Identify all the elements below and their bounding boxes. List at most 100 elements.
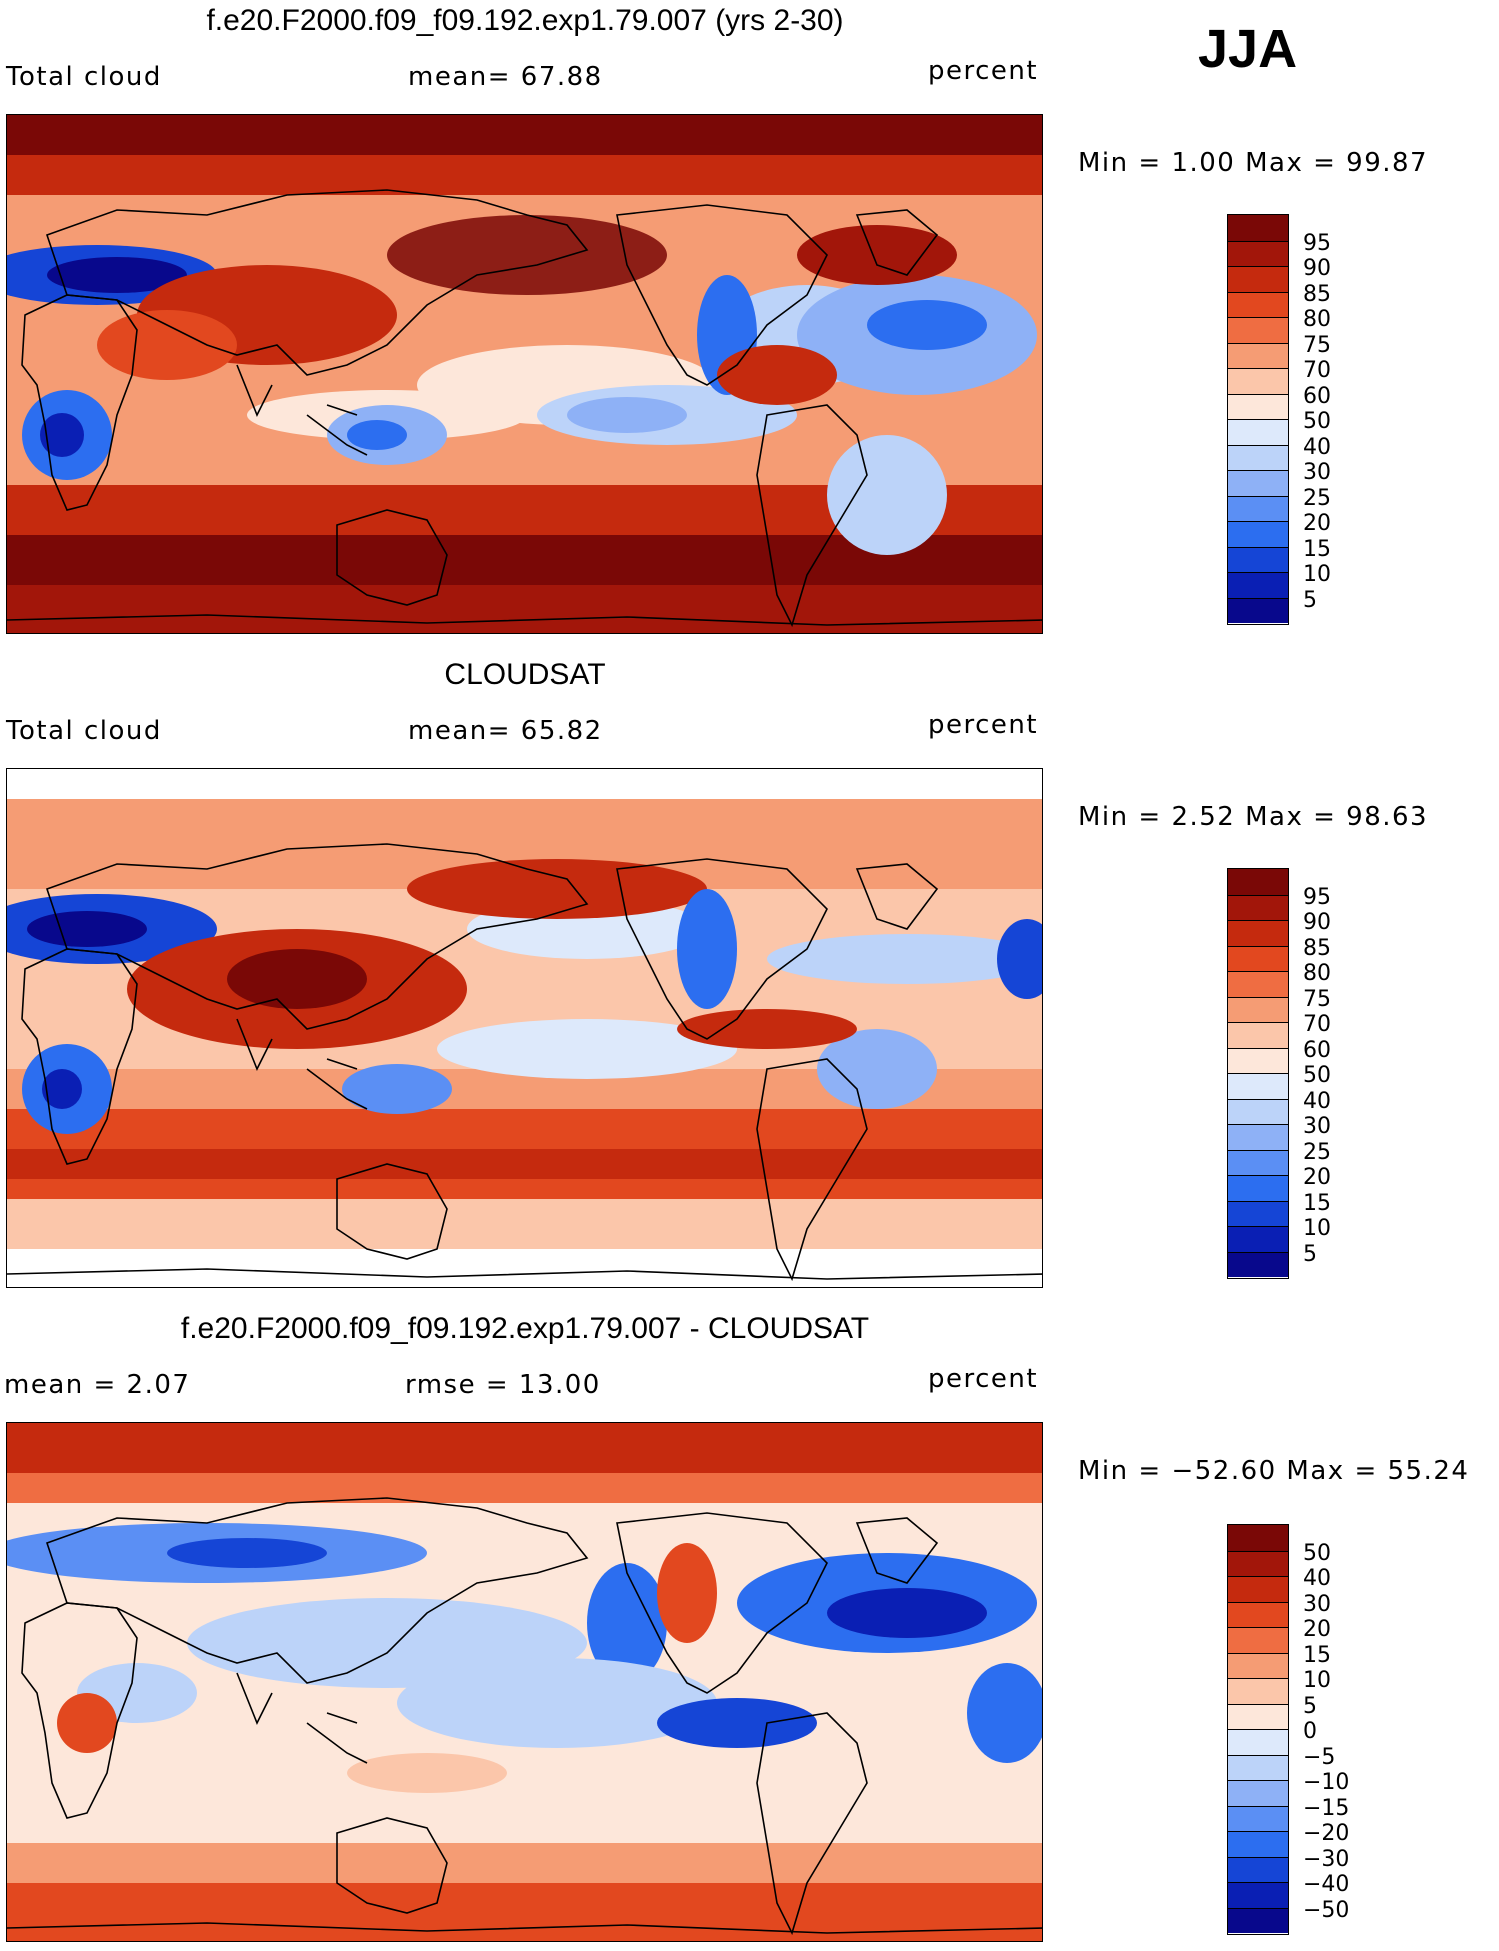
coastline <box>756 404 868 628</box>
coastline <box>236 1672 368 1764</box>
colorbar-tick-label: 10 <box>1303 1216 1331 1241</box>
field-patch <box>677 889 737 1009</box>
colorbar-tick-label: 25 <box>1303 1139 1331 1165</box>
panel-2-map <box>6 768 1043 1288</box>
field-patch <box>387 215 667 295</box>
colorbar-box <box>1228 368 1288 394</box>
field-band <box>7 115 1042 155</box>
coastline <box>756 1712 868 1936</box>
colorbar-box <box>1228 1073 1288 1099</box>
colorbar-tick-label: 85 <box>1303 281 1331 307</box>
coastline <box>855 209 939 276</box>
colorbar-box <box>1228 546 1288 572</box>
colorbar-tick-label: 0 <box>1303 1719 1317 1744</box>
field-band <box>7 585 1042 633</box>
colorbar-tick-label: 40 <box>1303 1088 1331 1114</box>
colorbar-box <box>1228 1124 1288 1150</box>
colorbar-tick-label: 90 <box>1303 910 1331 935</box>
field-patch <box>97 310 237 380</box>
colorbar-tick-label: 15 <box>1303 1642 1331 1668</box>
colorbar-tick-label: 20 <box>1303 1617 1331 1642</box>
field-patch <box>867 300 987 350</box>
field-patch <box>827 435 947 555</box>
coastline <box>336 1817 448 1914</box>
colorbar-tick-label: 75 <box>1303 332 1331 358</box>
colorbar-box <box>1228 317 1288 343</box>
colorbar-tick-label: 50 <box>1303 1063 1331 1088</box>
colorbar-tick-label: −10 <box>1303 1770 1350 1795</box>
colorbar-box <box>1228 1729 1288 1755</box>
colorbar-box <box>1228 470 1288 496</box>
field-patch <box>27 911 147 947</box>
coastline <box>616 858 828 1040</box>
field-patch <box>347 1753 507 1793</box>
panel-2-map-svg <box>7 769 1042 1287</box>
field-band <box>7 155 1042 195</box>
panel-2-mean-label: mean= 65.82 <box>408 716 603 746</box>
panel-2-minmax: Min = 2.52 Max = 98.63 <box>1078 802 1429 832</box>
colorbar-box <box>1228 920 1288 946</box>
colorbar-box <box>1228 1251 1288 1277</box>
field-patch <box>717 345 837 405</box>
colorbar-tick-label: 50 <box>1303 409 1331 434</box>
colorbar-box <box>1228 1601 1288 1627</box>
colorbar-box <box>1228 597 1288 623</box>
panel-2-field-label: Total cloud <box>6 716 162 746</box>
coastline <box>336 1163 448 1260</box>
colorbar-tick-label: 30 <box>1303 460 1331 485</box>
field-patch <box>827 1588 987 1638</box>
colorbar-box <box>1228 1550 1288 1576</box>
coastline <box>855 863 939 930</box>
coastline <box>336 509 448 606</box>
coastline <box>236 364 368 456</box>
panel-3-colorbar <box>1227 1524 1289 1935</box>
panel-3-rmse-label: rmse = 13.00 <box>405 1370 601 1400</box>
field-patch <box>657 1543 717 1643</box>
panel-3-map <box>6 1422 1043 1942</box>
field-patch <box>967 1663 1042 1763</box>
panel-3-minmax: Min = −52.60 Max = 55.24 <box>1078 1456 1470 1486</box>
coastline <box>45 1497 589 1684</box>
field-patch <box>47 257 187 293</box>
field-band <box>7 1249 1042 1287</box>
colorbar-box <box>1228 1678 1288 1704</box>
colorbar-tick-label: 20 <box>1303 1165 1331 1190</box>
field-patch <box>997 919 1042 999</box>
colorbar-tick-label: 80 <box>1303 961 1331 986</box>
colorbar-box <box>1228 266 1288 292</box>
colorbar-tick-label: 60 <box>1303 383 1331 409</box>
colorbar-box <box>1228 1652 1288 1678</box>
panel-1-minmax: Min = 1.00 Max = 99.87 <box>1078 148 1429 178</box>
colorbar-box <box>1228 869 1288 895</box>
field-patch <box>657 1698 817 1748</box>
colorbar-tick-label: 95 <box>1303 884 1331 910</box>
field-band <box>7 1199 1042 1249</box>
panel-3-mean-label: mean = 2.07 <box>4 1370 191 1400</box>
colorbar-tick-label: 5 <box>1303 1241 1317 1267</box>
colorbar-tick-label: 15 <box>1303 536 1331 562</box>
colorbar-box <box>1228 342 1288 368</box>
colorbar-tick-label: 80 <box>1303 307 1331 332</box>
field-patch <box>677 1009 857 1049</box>
colorbar-tick-label: 30 <box>1303 1114 1331 1139</box>
colorbar-tick-label: 10 <box>1303 562 1331 587</box>
panel-1-units-label: percent <box>928 56 1039 86</box>
colorbar-box <box>1228 1047 1288 1073</box>
colorbar-tick-label: 70 <box>1303 358 1331 383</box>
panel-1-title: f.e20.F2000.f09_f09.192.exp1.79.007 (yrs… <box>206 4 844 37</box>
field-patch <box>567 397 687 433</box>
coastline <box>616 1512 828 1694</box>
field-patch <box>57 1693 117 1753</box>
coastline <box>7 1922 1042 1934</box>
colorbar-box <box>1228 1525 1288 1551</box>
colorbar-tick-label: 50 <box>1303 1540 1331 1566</box>
colorbar-tick-label: 20 <box>1303 511 1331 536</box>
coastline <box>21 294 138 511</box>
panel-3-title: f.e20.F2000.f09_f09.192.exp1.79.007 - CL… <box>180 1312 870 1345</box>
colorbar-box <box>1228 1882 1288 1908</box>
coastline <box>855 1517 939 1584</box>
field-patch <box>347 420 407 450</box>
field-patch <box>817 1029 937 1109</box>
panel-1-mean-label: mean= 67.88 <box>408 62 603 92</box>
colorbar-box <box>1228 894 1288 920</box>
